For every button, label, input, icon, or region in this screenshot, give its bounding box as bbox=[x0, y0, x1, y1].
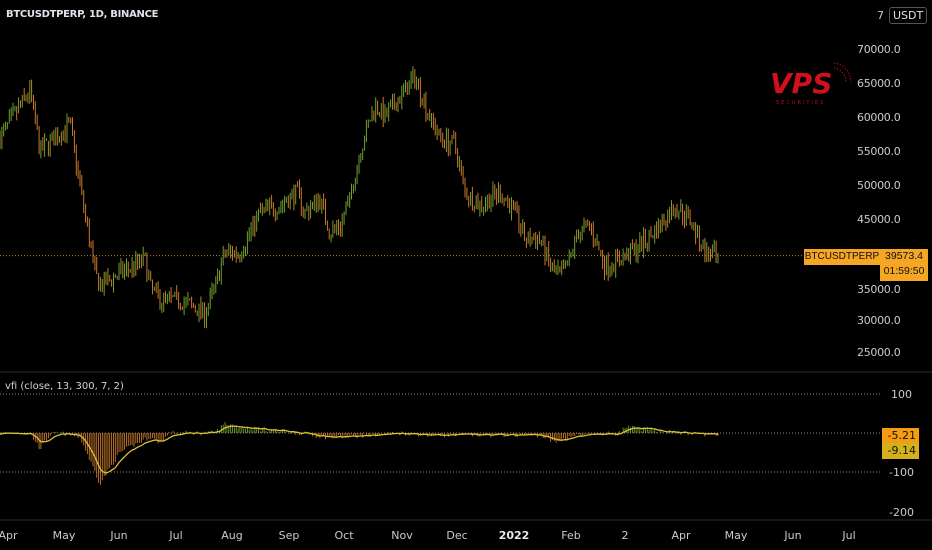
time-tick: Dec bbox=[446, 529, 468, 542]
time-tick: May bbox=[52, 529, 76, 542]
time-tick: Aug bbox=[221, 529, 243, 542]
vfi-signal-value: -9.14 bbox=[882, 443, 919, 459]
time-tick: Sep bbox=[278, 529, 300, 542]
vfi-tick: 100 bbox=[891, 388, 912, 401]
time-tick: Jul bbox=[169, 529, 183, 542]
time-tick: Oct bbox=[334, 529, 354, 542]
svg-text:VPS: VPS bbox=[770, 67, 832, 100]
price-tick: 25000.0 bbox=[857, 346, 901, 359]
svg-text:SECURITIES: SECURITIES bbox=[776, 100, 825, 106]
price-tick: 65000.0 bbox=[857, 77, 901, 90]
currency-button[interactable]: USDT bbox=[889, 7, 928, 24]
time-tick: Jul bbox=[842, 529, 856, 542]
price-tick: 60000.0 bbox=[857, 111, 901, 124]
price-tick: 50000.0 bbox=[857, 179, 901, 192]
time-tick: Jun bbox=[110, 529, 128, 542]
vfi-tick: -200 bbox=[889, 506, 914, 519]
time-tick-year: 2022 bbox=[498, 529, 530, 542]
vfi-value: -5.21 bbox=[882, 428, 919, 443]
chart-title: BTCUSDTPERP, 1D, BINANCE bbox=[6, 9, 159, 20]
price-tick: 35000.0 bbox=[857, 283, 901, 296]
price-tick: 30000.0 bbox=[857, 314, 901, 327]
price-tick: 45000.0 bbox=[857, 213, 901, 226]
axis-prefix: 7 bbox=[877, 9, 884, 22]
bar-countdown: 01:59:50 bbox=[883, 265, 925, 277]
last-price: 39573.4 bbox=[885, 250, 923, 262]
indicator-label[interactable]: vfi (close, 13, 300, 7, 2) bbox=[5, 381, 124, 392]
time-tick: 2 bbox=[621, 529, 629, 542]
time-tick: Feb bbox=[561, 529, 581, 542]
time-tick: Nov bbox=[391, 529, 413, 542]
vfi-signal-line bbox=[0, 425, 719, 474]
last-price-box: 39573.4 01:59:50 bbox=[880, 249, 928, 281]
time-tick: Apr bbox=[671, 529, 691, 542]
price-tick: 55000.0 bbox=[857, 145, 901, 158]
price-tick: 70000.0 bbox=[857, 43, 901, 56]
time-tick: Apr bbox=[0, 529, 18, 542]
symbol-label: BTCUSDTPERP bbox=[804, 249, 880, 265]
time-tick: May bbox=[724, 529, 748, 542]
vps-logo: VPS SECURITIES bbox=[770, 62, 852, 106]
time-tick: Jun bbox=[784, 529, 802, 542]
vfi-tick: -100 bbox=[889, 466, 914, 479]
